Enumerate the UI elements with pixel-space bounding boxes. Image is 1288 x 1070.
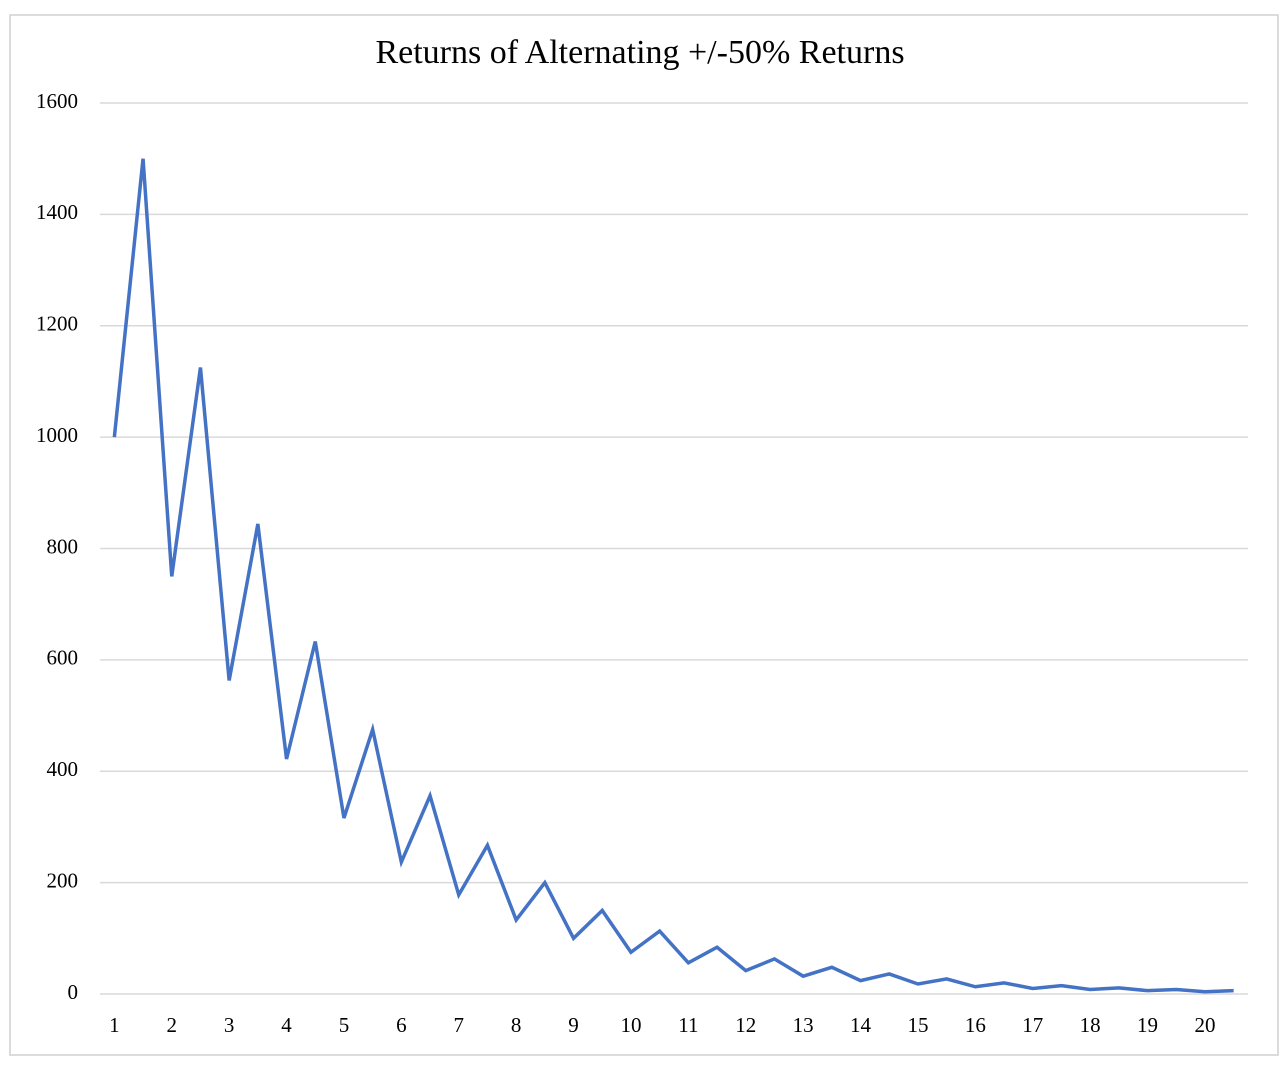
x-tick-label: 11 — [678, 1013, 698, 1037]
x-tick-label: 18 — [1080, 1013, 1101, 1037]
x-tick-label: 19 — [1137, 1013, 1158, 1037]
x-tick-label: 8 — [511, 1013, 522, 1037]
x-tick-label: 16 — [965, 1013, 986, 1037]
y-tick-label: 1200 — [36, 312, 78, 336]
x-tick-label: 5 — [339, 1013, 350, 1037]
x-tick-label: 13 — [793, 1013, 814, 1037]
y-tick-label: 1400 — [36, 200, 78, 224]
x-tick-label: 2 — [167, 1013, 178, 1037]
chart-title: Returns of Alternating +/-50% Returns — [375, 34, 904, 71]
y-tick-label: 200 — [47, 868, 79, 892]
y-tick-label: 400 — [47, 757, 79, 781]
x-tick-label: 4 — [281, 1013, 292, 1037]
x-tick-label: 9 — [568, 1013, 579, 1037]
data-line — [112, 158, 1234, 994]
x-tick-label: 17 — [1022, 1013, 1043, 1037]
x-tick-label: 15 — [907, 1013, 928, 1037]
x-tick-label: 10 — [620, 1013, 641, 1037]
x-tick-label: 20 — [1194, 1013, 1215, 1037]
chart-frame — [9, 14, 1279, 1056]
y-tick-label: 600 — [47, 646, 79, 670]
x-tick-label: 6 — [396, 1013, 407, 1037]
x-tick-label: 12 — [735, 1013, 756, 1037]
x-tick-label: 3 — [224, 1013, 235, 1037]
x-tick-label: 14 — [850, 1013, 872, 1037]
y-tick-label: 0 — [68, 980, 79, 1004]
y-tick-label: 1000 — [36, 423, 78, 447]
x-tick-label: 1 — [109, 1013, 120, 1037]
y-tick-label: 800 — [47, 534, 79, 558]
y-tick-label: 1600 — [36, 89, 78, 113]
x-tick-label: 7 — [454, 1013, 465, 1037]
